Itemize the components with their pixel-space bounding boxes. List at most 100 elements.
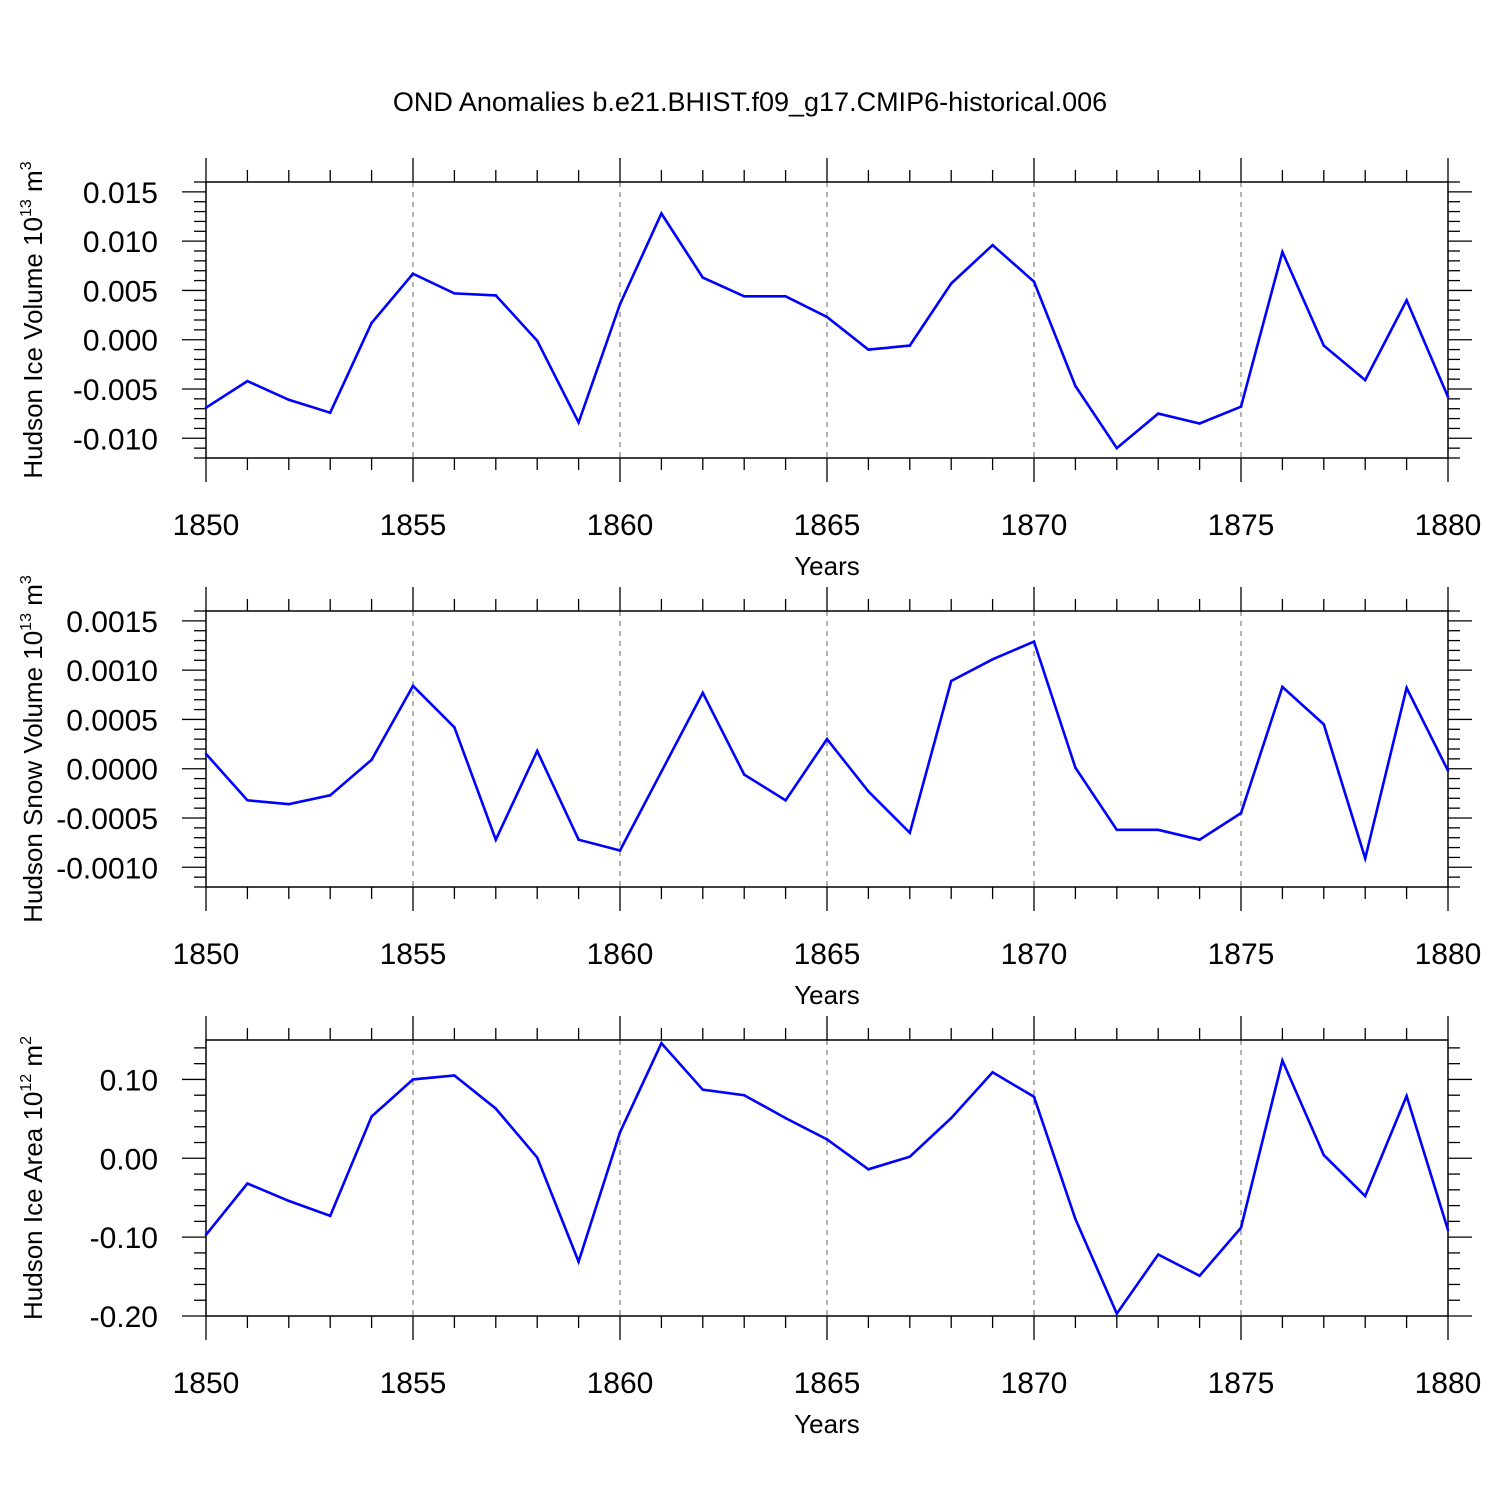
y-tick-label: 0.0000: [66, 754, 158, 787]
data-point: [1156, 412, 1160, 415]
y-axis-label-unit: m: [18, 584, 48, 613]
data-point: [1446, 395, 1450, 399]
y-tick-label: 0.10: [100, 1064, 158, 1097]
data-point: [742, 295, 746, 298]
x-tick-label: 1880: [1415, 1367, 1482, 1400]
data-point: [411, 684, 415, 688]
data-point: [660, 212, 663, 215]
data-point: [453, 726, 456, 729]
y-axis-label: Hudson Snow Volume 1013 m3: [18, 575, 48, 923]
y-axis-label: Hudson Ice Volume 1013 m3: [18, 161, 48, 478]
x-tick-label: 1850: [173, 938, 240, 971]
x-tick-label: 1855: [380, 1367, 447, 1400]
data-point: [1281, 685, 1284, 689]
data-point: [370, 758, 373, 762]
data-point: [577, 1260, 580, 1263]
x-tick-label: 1850: [173, 509, 240, 542]
data-point: [453, 292, 456, 295]
data-point: [1239, 1226, 1243, 1229]
data-point: [1239, 405, 1243, 409]
data-point: [1156, 828, 1160, 832]
x-tick-label: 1855: [380, 938, 447, 971]
y-tick-label: -0.0010: [56, 852, 158, 885]
y-tick-label: 0.010: [83, 226, 158, 259]
data-point: [287, 802, 291, 806]
x-tick-label: 1860: [587, 1367, 654, 1400]
y-axis-label-text: Hudson Snow Volume 10: [18, 631, 48, 923]
data-point: [1322, 344, 1326, 347]
data-point: [1074, 766, 1077, 770]
data-point: [908, 831, 912, 835]
panel-2: 1850 1855 1860 1865 1870 1875 1880 Years -0.0010…: [18, 575, 1481, 1010]
y-tick-label: 0.015: [83, 177, 158, 210]
data-point: [370, 321, 373, 325]
y-axis-label-exponent: 13: [18, 613, 35, 631]
data-point: [908, 1155, 912, 1159]
data-point: [1405, 686, 1408, 690]
x-axis-label: Years: [794, 551, 860, 581]
x-tick-label: 1870: [1001, 509, 1068, 542]
data-point: [1198, 838, 1201, 841]
data-point: [1032, 640, 1036, 643]
x-tick-label: 1850: [173, 1367, 240, 1400]
y-axis-label-unit-power: 3: [18, 161, 35, 170]
figure-title: OND Anomalies b.e21.BHIST.f09_g17.CMIP6-…: [393, 87, 1107, 117]
data-point: [204, 406, 208, 410]
data-point: [784, 295, 787, 298]
data-point: [535, 1156, 539, 1159]
data-point: [742, 773, 746, 776]
data-point: [1281, 250, 1284, 254]
data-point: [1115, 828, 1119, 832]
data-point: [328, 794, 332, 797]
x-tick-label: 1860: [587, 938, 654, 971]
data-point: [867, 790, 870, 793]
data-point: [411, 272, 415, 275]
y-axis-label-unit-power: 3: [18, 575, 35, 584]
data-point: [825, 1138, 829, 1141]
data-point: [701, 276, 705, 279]
data-point: [825, 737, 829, 741]
data-point: [701, 1088, 705, 1091]
y-axis-label-exponent: 13: [18, 199, 35, 217]
data-point: [991, 658, 994, 661]
data-point: [535, 749, 539, 753]
data-point: [411, 1078, 415, 1081]
x-tick-label: 1865: [794, 509, 861, 542]
y-tick-label: 0.0010: [66, 655, 158, 688]
panel-3: 1850 1855 1860 1865 1870 1875 1880 Years -0.20 -0…: [18, 1016, 1481, 1439]
data-point: [1322, 1153, 1326, 1157]
data-point: [1405, 1094, 1408, 1098]
data-point: [660, 1041, 663, 1045]
data-point: [328, 411, 332, 414]
y-tick-label: 0.005: [83, 275, 158, 308]
x-axis-label: Years: [794, 980, 860, 1010]
data-point: [1446, 769, 1450, 772]
data-point: [577, 421, 580, 424]
panel-1: 1850 1855 1860 1865 1870 1875 1880 Years -0.010 -…: [18, 158, 1481, 581]
data-point: [867, 1168, 870, 1171]
data-point: [1363, 1194, 1367, 1198]
data-point: [1363, 857, 1367, 860]
y-tick-label: -0.010: [73, 423, 158, 456]
y-tick-label: -0.20: [90, 1301, 158, 1334]
x-tick-label: 1865: [794, 1367, 861, 1400]
data-point: [494, 1107, 498, 1110]
data-point: [1074, 1217, 1077, 1221]
y-tick-label: 0.0015: [66, 606, 158, 639]
data-point: [1115, 1312, 1119, 1315]
y-tick-label: 0.0005: [66, 704, 158, 737]
y-axis-label-exponent: 12: [18, 1074, 35, 1092]
y-tick-label: 0.000: [83, 325, 158, 358]
data-point: [1198, 1274, 1201, 1278]
data-point: [1239, 811, 1243, 815]
data-point: [949, 1116, 953, 1120]
data-point: [949, 679, 953, 683]
x-tick-label: 1875: [1208, 938, 1275, 971]
y-tick-label: -0.0005: [56, 803, 158, 836]
x-tick-label: 1880: [1415, 938, 1482, 971]
data-point: [370, 1115, 373, 1118]
y-axis-label: Hudson Ice Area 1012 m2: [18, 1036, 48, 1320]
data-point: [246, 798, 249, 802]
